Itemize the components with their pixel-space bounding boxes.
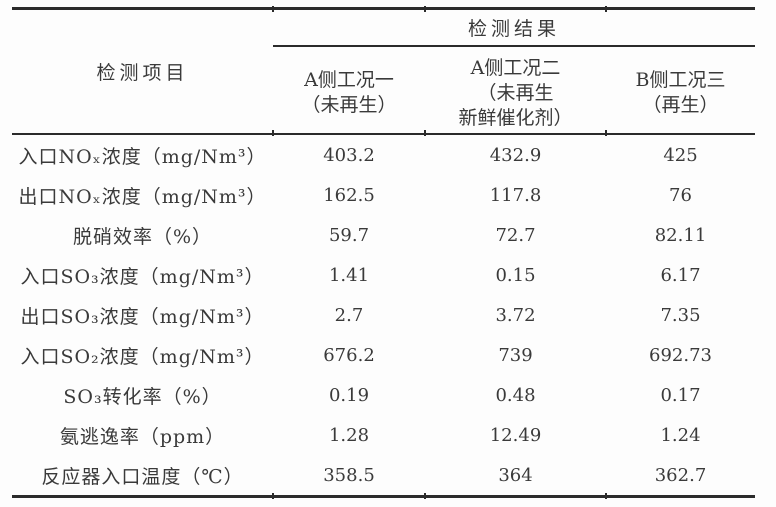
- value-cell: 358.5: [323, 464, 375, 486]
- column-divider-tick: [424, 130, 426, 136]
- condition-column-header-b3: B侧工况三 （再生）: [606, 47, 755, 135]
- table-row: SO₃转化率（%） 0.19 0.48 0.17: [12, 375, 755, 415]
- value-cell: 2.7: [334, 304, 364, 326]
- value-cell: 0.15: [495, 264, 536, 286]
- value-cell: 1.41: [328, 264, 370, 286]
- row-label: 入口SO₂浓度（mg/Nm³）: [20, 345, 265, 368]
- value-cell: 12.49: [489, 424, 542, 446]
- column-divider-tick: [605, 130, 607, 136]
- row-label: 脱硝效率（%）: [72, 225, 213, 248]
- value-cell: 1.28: [328, 424, 370, 446]
- row-label: 氨逃逸率（ppm）: [59, 425, 226, 448]
- column-divider-tick: [605, 493, 607, 499]
- column-divider-tick: [272, 6, 274, 12]
- condition-header-row: A侧工况一 （未再生） A侧工况二 （未再生 新鲜催化剂） B侧工况三 （再生）: [12, 47, 755, 135]
- value-cell: 117.8: [489, 184, 542, 206]
- item-column-header: 检测项目: [12, 10, 273, 135]
- row-label: SO₃转化率（%）: [63, 385, 222, 408]
- value-cell: 162.5: [323, 184, 375, 206]
- table-row: 入口NOₓ浓度（mg/Nm³） 403.2 432.9 425: [12, 135, 755, 175]
- value-cell: 0.48: [495, 384, 536, 406]
- three-line-table: 检测项目 检测结果 A侧工况一 （未再生） A侧工况二 （未再生 新鲜催化剂） …: [12, 7, 755, 498]
- value-cell: 1.24: [660, 424, 701, 446]
- result-group-header: 检测结果: [273, 10, 755, 47]
- value-cell: 82.11: [654, 224, 707, 246]
- value-cell: 364: [498, 464, 533, 486]
- condition-column-header-a1: A侧工况一 （未再生）: [273, 47, 425, 135]
- value-cell: 0.17: [660, 384, 701, 406]
- table-row: 出口SO₃浓度（mg/Nm³） 2.7 3.72 7.35: [12, 295, 755, 335]
- header-row-top: 检测项目 检测结果: [12, 10, 755, 135]
- value-cell: 739: [498, 344, 533, 366]
- column-divider-tick: [605, 6, 607, 12]
- value-cell: 676.2: [323, 344, 375, 366]
- column-divider-tick: [424, 493, 426, 499]
- value-cell: 425: [663, 144, 698, 166]
- condition-column-header-a2: A侧工况二 （未再生 新鲜催化剂）: [425, 47, 606, 135]
- value-cell: 6.17: [660, 264, 701, 286]
- row-label: 入口SO₃浓度（mg/Nm³）: [20, 265, 265, 288]
- row-label: 入口NOₓ浓度（mg/Nm³）: [18, 145, 267, 168]
- row-label: 出口NOₓ浓度（mg/Nm³）: [18, 185, 267, 208]
- value-cell: 432.9: [489, 144, 542, 166]
- table-row: 反应器入口温度（℃） 358.5 364 362.7: [12, 455, 755, 495]
- row-label: 出口SO₃浓度（mg/Nm³）: [20, 305, 265, 328]
- table-row: 氨逃逸率（ppm） 1.28 12.49 1.24: [12, 415, 755, 455]
- detection-results-table: 检测项目 检测结果 A侧工况一 （未再生） A侧工况二 （未再生 新鲜催化剂） …: [12, 6, 755, 499]
- table-row: 入口SO₂浓度（mg/Nm³） 676.2 739 692.73: [12, 335, 755, 375]
- value-cell: 7.35: [660, 304, 701, 326]
- column-divider-tick: [424, 6, 426, 12]
- value-cell: 72.7: [495, 224, 536, 246]
- table-row: 出口NOₓ浓度（mg/Nm³） 162.5 117.8 76: [12, 175, 755, 215]
- value-cell: 403.2: [323, 144, 375, 166]
- value-cell: 3.72: [495, 304, 536, 326]
- value-cell: 362.7: [654, 464, 707, 486]
- value-cell: 692.73: [649, 344, 712, 366]
- value-cell: 59.7: [328, 224, 370, 246]
- value-cell: 0.19: [328, 384, 370, 406]
- column-divider-tick: [272, 493, 274, 499]
- table-row: 脱硝效率（%） 59.7 72.7 82.11: [12, 215, 755, 255]
- row-label: 反应器入口温度（℃）: [41, 465, 244, 488]
- value-cell: 76: [669, 184, 692, 206]
- column-divider-tick: [272, 130, 274, 136]
- table-row: 入口SO₃浓度（mg/Nm³） 1.41 0.15 6.17: [12, 255, 755, 295]
